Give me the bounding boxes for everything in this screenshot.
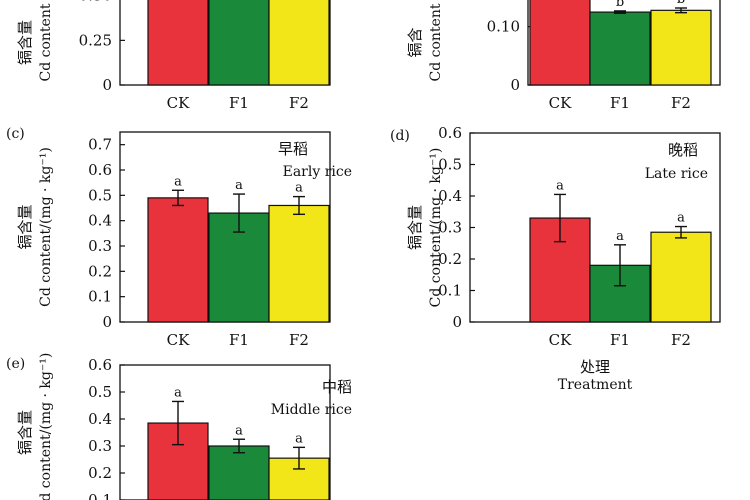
panel-title-zh: 晚稻 (668, 141, 698, 159)
panel-label: (d) (390, 128, 410, 144)
y-tick-label: 0.1 (88, 288, 112, 306)
panel-title-zh: 早稻 (278, 140, 308, 158)
y-tick-label: 0.4 (88, 212, 112, 230)
x-axis-label-zh: 处理 (580, 358, 610, 376)
significance-letter: a (235, 423, 243, 438)
category-label: F1 (610, 94, 630, 112)
significance-letter: b (616, 0, 624, 10)
y-tick-label: 0.6 (88, 356, 112, 374)
y-tick-label: 0.6 (88, 161, 112, 179)
significance-letter: a (174, 174, 182, 189)
significance-letter: a (556, 178, 564, 193)
significance-letter: b (677, 0, 685, 7)
y-axis-label-zh: 镉含 (406, 27, 424, 57)
bar-f2 (268, 0, 330, 86)
bar-f1 (208, 0, 270, 86)
y-tick-label: 0.7 (88, 136, 112, 154)
bar-f2 (650, 231, 712, 323)
significance-letter: a (295, 431, 303, 446)
panel-title-zh: 中稻 (322, 378, 352, 396)
y-tick-label: 0.10 (487, 18, 520, 36)
y-tick-label: 0.2 (88, 464, 112, 482)
y-tick-label: 0 (102, 76, 112, 94)
y-axis-label: Cd content/(mg · kg⁻¹) (38, 147, 54, 307)
y-tick-label: 0.4 (88, 410, 112, 428)
y-tick-label: 0.5 (88, 383, 112, 401)
y-tick-label: 0.25 (79, 31, 112, 49)
y-tick-label: 0 (452, 313, 462, 331)
category-label: F2 (671, 94, 691, 112)
category-label: CK (167, 94, 190, 112)
chart-panel-5: 0.1 0.2 0.3 0.4 0.5 0.6 a a a (e) 中稻 Middle rice Cd … (6, 353, 352, 500)
bar-f2 (268, 204, 330, 323)
category-label: F1 (610, 331, 630, 349)
bar-ck (529, 0, 591, 86)
y-tick-label: 0.3 (88, 437, 112, 455)
category-label: F2 (289, 94, 309, 112)
y-tick-label: 0 (510, 76, 520, 94)
y-tick-label: 0.2 (88, 262, 112, 280)
significance-letter: a (295, 181, 303, 196)
significance-letter: a (174, 385, 182, 400)
category-label: CK (549, 94, 572, 112)
y-axis-label: Cd content/(mg · kg⁻¹) (38, 353, 54, 500)
y-tick-label: 0.3 (88, 237, 112, 255)
bar-ck (147, 197, 209, 323)
panel-label: (e) (6, 356, 25, 372)
y-tick-label: 0.2 (438, 250, 462, 268)
y-tick-label: 0.5 (88, 186, 112, 204)
y-tick-label: 0.3 (438, 219, 462, 237)
bar-f1 (208, 445, 270, 500)
bar-f1 (589, 11, 651, 86)
y-axis-label: Cd content/(mg · kg⁻¹) (428, 148, 444, 308)
category-label: F2 (671, 331, 691, 349)
category-label: F2 (289, 331, 309, 349)
panel-label: (c) (6, 126, 25, 142)
category-label: F1 (229, 94, 249, 112)
y-axis-label-zh: 镉含量 (406, 205, 424, 250)
y-tick-label: 0.5 (438, 156, 462, 174)
y-tick-label: 0 (102, 313, 112, 331)
y-axis-label-zh: 镉含量 (16, 204, 34, 249)
panel-title-en: Late rice (645, 166, 708, 182)
chart-panel-3: 0 0.1 0.2 0.3 0.4 0.5 0.6 0.7 a CK a F1 a F2 (c) 早稻 Earl… (6, 126, 352, 349)
category-label: CK (549, 331, 572, 349)
category-label: F1 (229, 331, 249, 349)
y-tick-label: 0.6 (438, 124, 462, 142)
plot-frame (119, 364, 331, 500)
bar-f2 (650, 9, 712, 86)
y-axis-label: Cd content (428, 3, 444, 81)
significance-letter: a (677, 211, 685, 226)
panel-title-en: Early rice (283, 164, 352, 180)
category-label: CK (167, 331, 190, 349)
x-axis-label: Treatment (558, 377, 633, 393)
y-axis-label-zh: 镉含量 (16, 20, 34, 65)
y-axis-label-zh: 镉含量 (16, 410, 34, 455)
y-axis-label: Cd content (38, 3, 54, 81)
y-tick-label: 0.4 (438, 187, 462, 205)
bar-ck (147, 0, 209, 86)
significance-letter: a (616, 229, 624, 244)
significance-letter: a (235, 178, 243, 193)
chart-panel-4: 0 0.1 0.2 0.3 0.4 0.5 0.6 a CK a F1 a F2 (d) 晚稻 Late ri… (390, 124, 721, 393)
panel-title-en: Middle rice (271, 402, 352, 418)
y-tick-label: 0.1 (88, 491, 112, 500)
y-tick-label: 0.50 (79, 0, 112, 5)
y-tick-label: 0.1 (438, 282, 462, 300)
